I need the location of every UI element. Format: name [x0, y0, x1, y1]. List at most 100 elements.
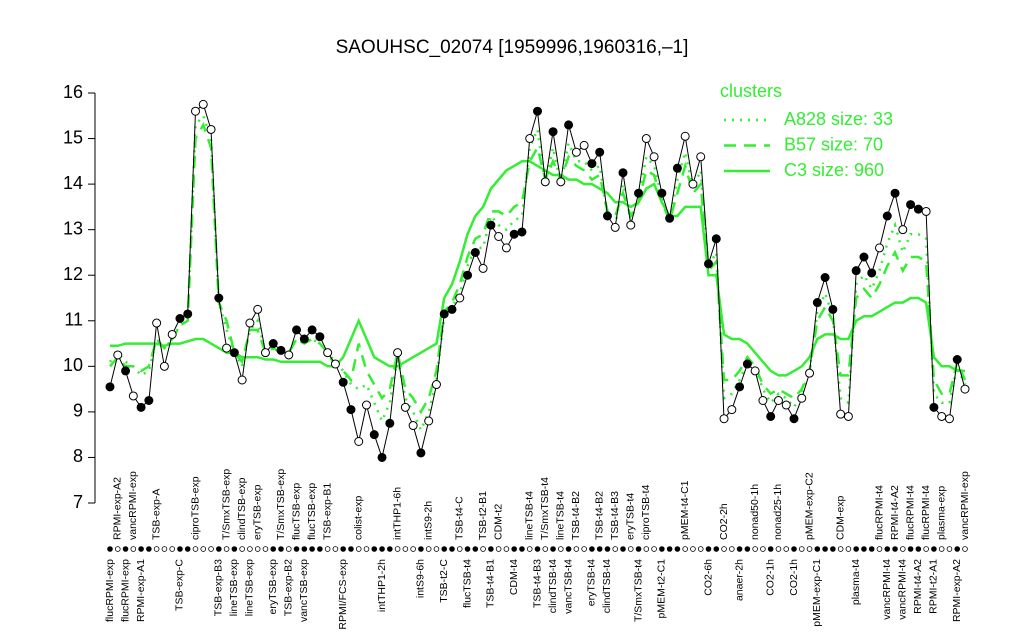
y-tick-label: 7: [73, 492, 83, 512]
data-point: [408, 421, 418, 431]
data-point: [229, 348, 239, 358]
cluster-line: [109, 121, 967, 415]
x-label-top: CDM-t2: [492, 504, 504, 540]
sample-dot: [379, 546, 385, 552]
sample-dot: [464, 546, 471, 552]
sample-dot: [643, 546, 650, 552]
sample-dot: [192, 546, 199, 552]
sample-dot: [223, 546, 230, 552]
sample-dot: [907, 546, 914, 552]
sample-dot: [324, 546, 331, 552]
x-label-top: lineTSB-t4: [524, 491, 536, 540]
sample-dot: [558, 546, 564, 552]
sample-dot: [387, 546, 393, 552]
data-point: [276, 345, 286, 355]
sample-dot: [317, 546, 323, 552]
sample-dot: [332, 546, 339, 552]
data-point: [610, 222, 620, 232]
sample-dot: [418, 546, 424, 552]
sample-dot: [161, 546, 168, 552]
data-point: [517, 227, 527, 237]
data-point: [268, 339, 278, 349]
data-point: [898, 225, 908, 235]
sample-dot: [231, 546, 238, 552]
x-label-top: ciproTSB-t4: [640, 484, 652, 540]
x-label-top: nonad50-1h: [749, 484, 761, 540]
y-tick-label: 12: [63, 264, 83, 284]
data-point: [136, 402, 146, 412]
data-point: [789, 414, 799, 424]
sample-dot: [923, 546, 929, 552]
sample-dot: [705, 546, 712, 552]
sample-dot: [861, 546, 867, 552]
x-label-top: flucTSB-exp: [290, 483, 302, 540]
x-label-top: nonad25-1h: [772, 484, 784, 540]
data-point: [346, 405, 356, 415]
data-point: [121, 366, 131, 376]
x-label-top: T/SmxTSB-t4: [539, 477, 551, 540]
x-label-bottom: lineTSB-exp: [244, 559, 256, 616]
x-label-top: CDM-exp: [834, 496, 846, 540]
x-label-top: T/SmxTSB-exp: [275, 469, 287, 540]
sample-dot: [589, 546, 595, 552]
data-point: [626, 220, 636, 230]
data-point: [937, 411, 947, 421]
data-point: [478, 263, 488, 273]
sample-dot: [456, 546, 463, 552]
sample-dot: [534, 546, 541, 552]
x-label-bottom: flucRPMI-exp: [119, 559, 131, 622]
data-point: [424, 416, 434, 426]
sample-dot: [946, 546, 953, 552]
sample-dot: [472, 546, 479, 552]
data-point: [330, 359, 340, 369]
sample-dot: [488, 546, 494, 552]
sample-dot: [604, 546, 611, 552]
data-point: [727, 405, 737, 415]
sample-dot: [340, 546, 346, 552]
sample-dot: [503, 546, 510, 552]
cluster-line: [110, 160, 965, 377]
data-point: [672, 163, 682, 173]
x-label-top: TSB-t4-B2: [593, 491, 605, 540]
data-point: [455, 293, 465, 303]
sample-dot: [348, 546, 354, 552]
x-label-top: colist-exp: [353, 495, 365, 540]
cluster-line: [109, 113, 967, 434]
x-label-top: CO2-2h: [718, 503, 730, 540]
data-point: [859, 252, 869, 262]
sample-dot: [674, 546, 681, 552]
x-label-bottom: clindTSB-t4: [601, 559, 613, 613]
data-point: [657, 188, 667, 198]
x-label-bottom: RPMI-exp-A2: [951, 559, 963, 622]
y-tick-label: 8: [73, 446, 83, 466]
sample-dot: [729, 546, 735, 552]
sample-dot: [425, 546, 432, 552]
x-label-top: RPMI-t4-A2: [889, 485, 901, 540]
x-label-top: TSB-exp-B1: [321, 483, 333, 540]
sample-dot: [216, 546, 222, 552]
sample-dot: [651, 546, 657, 552]
data-point: [556, 177, 566, 187]
sample-dot: [262, 546, 269, 552]
y-tick-label: 10: [63, 355, 83, 375]
x-label-top: RPMI-exp-A2: [112, 477, 124, 540]
y-tick-label: 16: [63, 82, 83, 102]
data-point: [214, 293, 224, 303]
sample-dot: [868, 546, 875, 552]
sample-dot: [837, 546, 844, 552]
sample-dot: [635, 546, 642, 552]
y-tick-label: 11: [64, 310, 83, 330]
sample-dot: [573, 546, 580, 552]
data-point: [431, 380, 441, 390]
x-label-bottom: pMEM-exp-C1: [811, 559, 823, 627]
data-point: [952, 355, 962, 364]
legend-label: B57 size: 70: [784, 134, 883, 154]
x-label-top: flucTSB-exp: [306, 483, 318, 540]
data-point: [805, 368, 815, 378]
sample-dot: [363, 546, 370, 552]
sample-dot: [114, 546, 121, 552]
sample-dot: [581, 546, 587, 552]
sample-dot: [410, 546, 416, 552]
x-label-top: intS9-2h: [422, 501, 434, 540]
